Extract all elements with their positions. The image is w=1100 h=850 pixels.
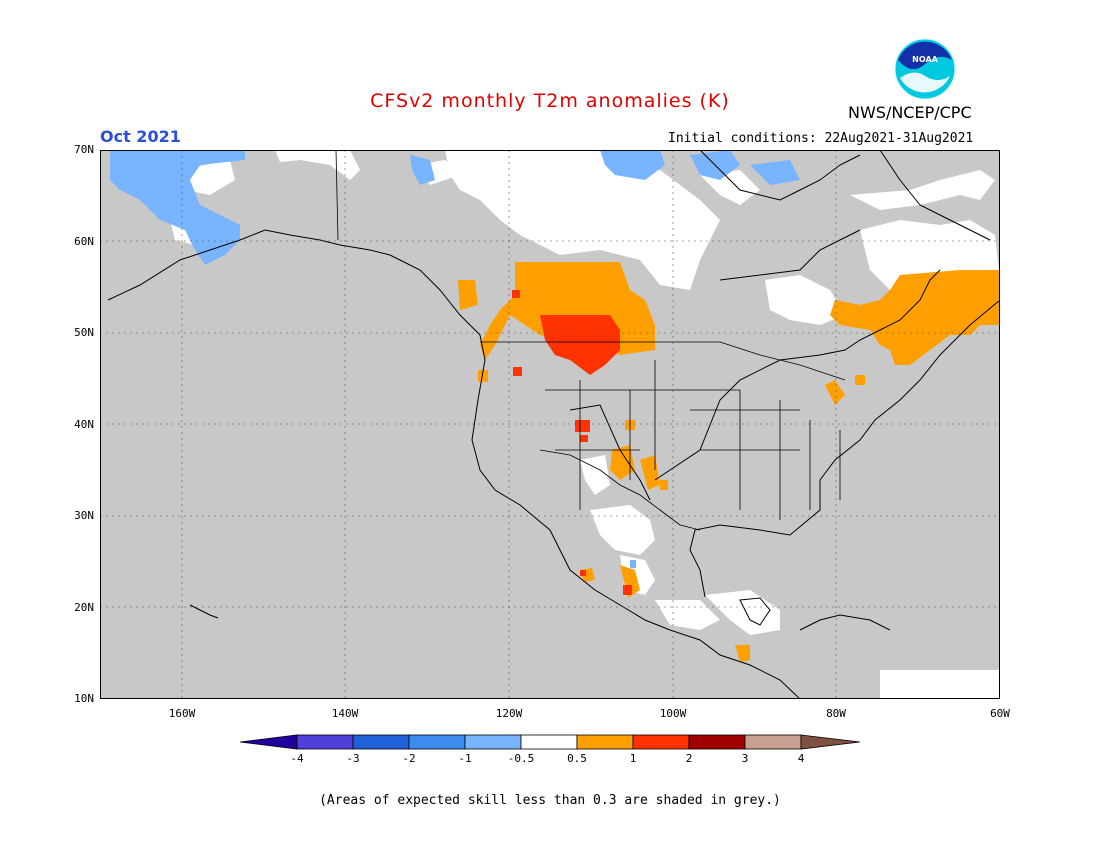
map-title: CFSv2 monthly T2m anomalies (K) — [370, 90, 730, 112]
colorbar-label: -1 — [458, 752, 472, 765]
lon-label: 60W — [990, 707, 1010, 720]
lat-label: 20N — [74, 601, 94, 614]
lat-label: 30N — [74, 509, 94, 522]
colorbar — [240, 734, 860, 750]
lat-label: 50N — [74, 326, 94, 339]
colorbar-segment — [296, 734, 354, 750]
colorbar-label: -0.5 — [507, 752, 535, 765]
colorbar-arrow-high — [800, 734, 860, 750]
colorbar-segment — [408, 734, 466, 750]
anomaly-map — [100, 150, 1000, 699]
colorbar-label: 4 — [797, 752, 805, 765]
colorbar-label: 2 — [685, 752, 693, 765]
graticule — [100, 150, 1000, 699]
colorbar-segment — [520, 734, 578, 750]
negative-anomaly-regions — [110, 150, 800, 568]
initial-conditions: Initial conditions: 22Aug2021-31Aug2021 — [668, 131, 974, 146]
skill-footnote: (Areas of expected skill less than 0.3 a… — [319, 793, 781, 808]
colorbar-segment — [352, 734, 410, 750]
colorbar-label: 3 — [741, 752, 749, 765]
colorbar-segment — [744, 734, 802, 750]
colorbar-label: -4 — [290, 752, 304, 765]
strong-warm-anomaly-regions — [512, 290, 632, 595]
colorbar-label: 1 — [629, 752, 637, 765]
noaa-logo-icon: NOAA — [894, 38, 956, 100]
agency-label: NWS/NCEP/CPC — [848, 103, 972, 122]
political-borders — [335, 150, 846, 531]
colorbar-arrow-low — [240, 734, 298, 750]
lat-label: 10N — [74, 692, 94, 705]
colorbar-segment — [576, 734, 634, 750]
lat-label: 70N — [74, 143, 94, 156]
lon-label: 80W — [826, 707, 846, 720]
lat-label: 40N — [74, 418, 94, 431]
svg-text:NOAA: NOAA — [912, 55, 938, 64]
forecast-month: Oct 2021 — [100, 127, 181, 146]
lon-label: 140W — [331, 707, 359, 720]
lon-label: 120W — [495, 707, 523, 720]
colorbar-label: 0.5 — [567, 752, 587, 765]
lat-label: 60N — [74, 235, 94, 248]
colorbar-segment — [464, 734, 522, 750]
colorbar-segment — [688, 734, 746, 750]
colorbar-label: -3 — [346, 752, 360, 765]
colorbar-label: -2 — [402, 752, 416, 765]
coastlines — [107, 150, 1000, 699]
lon-label: 100W — [659, 707, 687, 720]
colorbar-segment — [632, 734, 690, 750]
lon-label: 160W — [168, 707, 196, 720]
